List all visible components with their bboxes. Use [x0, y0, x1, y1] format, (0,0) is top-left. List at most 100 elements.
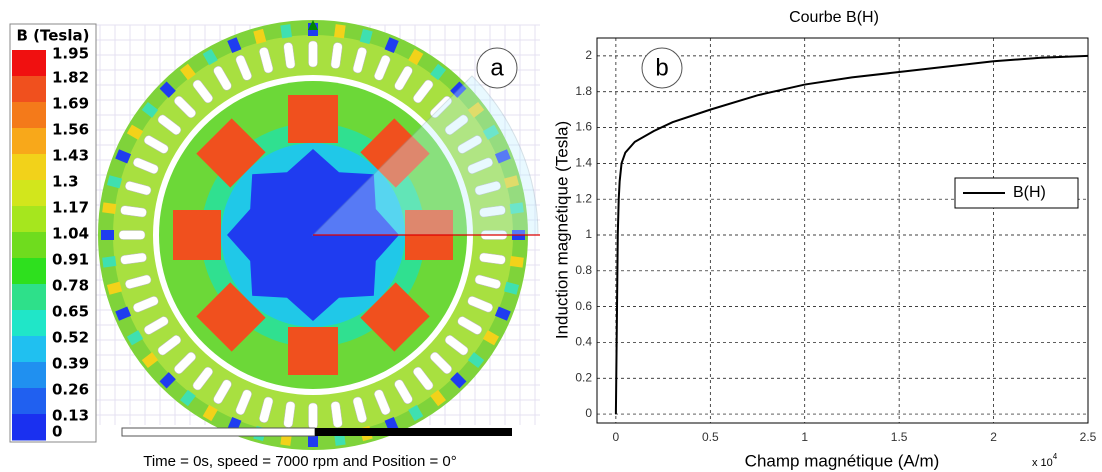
colorbar-label: 1.56: [52, 121, 89, 139]
magnet: [173, 210, 221, 260]
legend-label: B(H): [1013, 184, 1046, 201]
slot-outer: [126, 124, 144, 140]
magnet: [196, 282, 266, 352]
x-multiplier-base: x 10: [1032, 457, 1053, 469]
slot: [115, 296, 159, 321]
x-multiplier-exponent: 4: [1053, 452, 1058, 461]
sector-overlay: [311, 75, 539, 236]
magnet-body: [360, 118, 430, 188]
slot: [352, 28, 373, 74]
slot-window: [457, 135, 483, 154]
slot-window: [444, 114, 469, 135]
colorbar-label: 1.3: [52, 173, 79, 191]
chart-title: Courbe B(H): [789, 9, 879, 26]
slot-outer: [179, 63, 196, 81]
slot-outer: [408, 404, 424, 422]
colorbar-label: 1.17: [52, 199, 89, 217]
colorbar-label: 1.69: [52, 95, 89, 113]
colorbar-band: [12, 102, 46, 129]
panel-badge: [641, 47, 683, 89]
slot: [202, 379, 232, 422]
slot-window: [444, 335, 469, 356]
y-tick-label: 2: [585, 48, 592, 62]
colorbar-label: 0.52: [52, 329, 89, 347]
slot: [457, 124, 500, 154]
slot-window: [457, 316, 483, 335]
slot-outer: [115, 149, 132, 164]
slot-window: [133, 296, 159, 313]
x-tick-label: 0: [613, 430, 620, 444]
slot-window: [283, 42, 296, 69]
slot-outer: [179, 389, 196, 407]
slot: [479, 252, 524, 268]
magnet-body: [196, 118, 266, 188]
slot-window: [374, 55, 391, 81]
slot-outer: [126, 330, 144, 346]
slot-window: [143, 316, 169, 335]
x-tick-label: 1: [801, 430, 808, 444]
slot-outer: [467, 352, 485, 369]
slot: [202, 48, 232, 91]
slot-window: [120, 205, 147, 218]
slot-outer: [503, 175, 520, 189]
slot: [474, 274, 520, 295]
slot-window: [157, 114, 182, 135]
slot-window: [235, 55, 252, 81]
colorbar-band: [12, 388, 46, 415]
slot: [444, 101, 485, 135]
slot-outer: [503, 281, 520, 295]
slot-outer: [430, 389, 447, 407]
y-tick-label: 1.4: [575, 156, 592, 170]
slot-window: [474, 181, 501, 196]
slot-window: [143, 135, 169, 154]
slot-outer: [334, 24, 346, 39]
y-tick-label: 0.4: [575, 335, 592, 349]
colorbar-label: 1.43: [52, 147, 89, 165]
slot-window: [430, 352, 452, 374]
slot-window: [430, 96, 452, 118]
slot: [159, 81, 196, 118]
slot-window: [374, 389, 391, 415]
slot-outer: [494, 149, 511, 164]
magnet-body: [288, 327, 338, 375]
y-tick-label: 1.8: [575, 84, 592, 98]
magnet: [360, 282, 430, 352]
slot: [430, 352, 467, 389]
magnet: [288, 327, 338, 375]
slot-window: [118, 230, 146, 240]
y-tick-label: 0.8: [575, 263, 592, 277]
slot: [179, 63, 213, 104]
colorbar-label: 1.95: [52, 45, 89, 63]
colorbar-label: 0.78: [52, 277, 89, 295]
slot-window: [330, 401, 343, 428]
colorbar-label: 0: [52, 423, 62, 441]
slot-window: [308, 40, 318, 68]
x-axis-label: Champ magnétique (A/m): [745, 451, 940, 470]
slot-outer: [482, 330, 500, 346]
colorbar-band: [12, 76, 46, 103]
x-tick-label: 0.5: [702, 430, 719, 444]
colorbar-band: [12, 284, 46, 311]
slot: [394, 379, 424, 422]
slot: [308, 402, 318, 447]
slot: [253, 28, 274, 74]
slot: [467, 296, 511, 321]
slot-window: [413, 79, 434, 104]
x-tick-label: 2.5: [1080, 430, 1097, 444]
scale-bar: [121, 427, 316, 437]
slot-window: [283, 401, 296, 428]
slot-window: [479, 205, 506, 218]
slot-window: [213, 379, 232, 405]
slot: [126, 124, 169, 154]
colorbar-band: [12, 128, 46, 155]
slot: [115, 149, 159, 174]
slot-window: [192, 79, 213, 104]
slot-window: [467, 157, 493, 174]
slot: [330, 24, 346, 69]
scale-bar: [315, 428, 512, 436]
slot-outer: [159, 81, 176, 98]
slot-window: [174, 96, 196, 118]
slot-outer: [482, 124, 500, 140]
y-tick-label: 1: [585, 227, 592, 241]
